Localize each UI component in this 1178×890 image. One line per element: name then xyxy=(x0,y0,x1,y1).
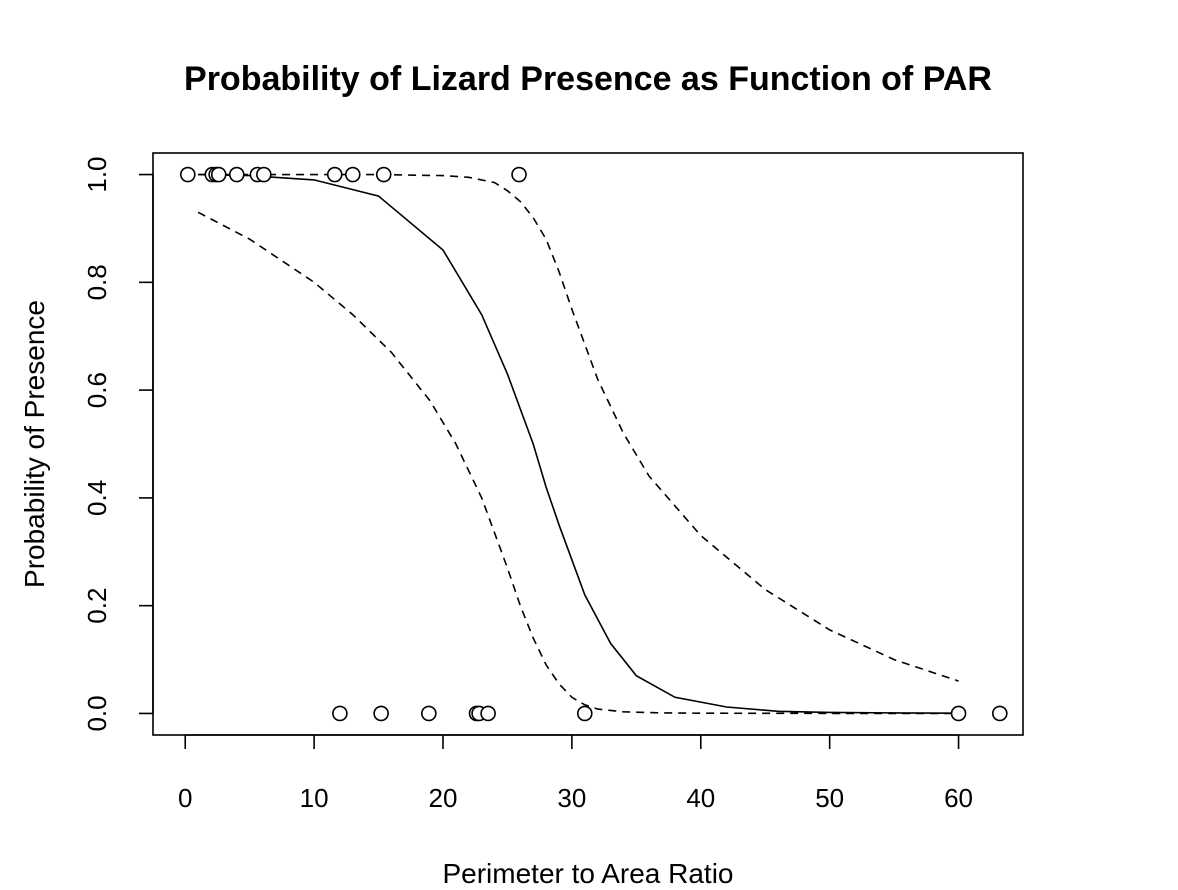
data-points xyxy=(180,166,1008,722)
y-tick-label: 0.6 xyxy=(82,372,112,408)
x-axis-label: Perimeter to Area Ratio xyxy=(442,858,733,889)
lower-confidence-line xyxy=(197,211,959,715)
data-point xyxy=(950,705,967,722)
x-axis: 0 10 20 30 40 50 60 xyxy=(178,734,973,813)
x-tick-label: 40 xyxy=(686,783,715,813)
data-point xyxy=(180,166,196,183)
y-tick-label: 0.2 xyxy=(82,588,112,624)
y-tick-label: 1.0 xyxy=(82,156,112,192)
data-point xyxy=(375,166,392,183)
data-point xyxy=(326,166,343,183)
data-point xyxy=(332,705,348,722)
data-point xyxy=(228,166,245,183)
plot-frame xyxy=(152,152,1024,736)
x-tick-label: 50 xyxy=(815,783,844,813)
x-tick-label: 20 xyxy=(429,783,458,813)
data-point xyxy=(511,166,527,183)
series-lines xyxy=(197,173,959,715)
fitted-curve xyxy=(198,173,959,714)
x-tick-label: 0 xyxy=(178,783,192,813)
data-point xyxy=(480,705,496,722)
x-tick-label: 30 xyxy=(557,783,586,813)
data-point xyxy=(210,166,227,183)
y-axis: 0.0 0.2 0.4 0.6 0.8 1.0 xyxy=(82,156,154,732)
data-point xyxy=(344,166,361,183)
chart-title: Probability of Lizard Presence as Functi… xyxy=(184,60,992,98)
x-tick-label: 60 xyxy=(944,783,973,813)
y-tick-label: 0.4 xyxy=(82,480,112,516)
y-tick-label: 0.0 xyxy=(82,695,112,731)
data-point xyxy=(576,705,593,722)
x-tick-label: 10 xyxy=(300,783,329,813)
upper-confidence-line xyxy=(198,173,959,682)
y-axis-label: Probability of Presence xyxy=(19,300,50,588)
data-point xyxy=(991,705,1008,722)
data-point xyxy=(373,705,389,722)
data-point xyxy=(421,705,437,722)
y-tick-label: 0.8 xyxy=(82,264,112,300)
data-point xyxy=(256,166,272,183)
